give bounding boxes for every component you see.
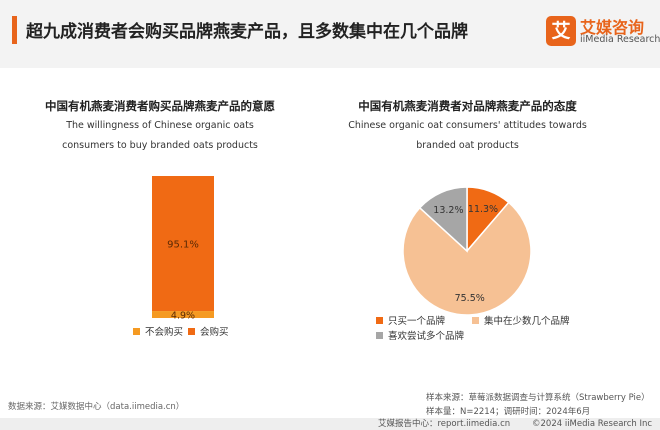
bar-segment-will-buy bbox=[152, 176, 214, 312]
sample-note: 样本来源：草莓派数据调查与计算系统（Strawberry Pie） 样本量：N=… bbox=[426, 391, 650, 419]
pie-slice-3 bbox=[418, 186, 468, 253]
pie-label-1: 11.3% bbox=[468, 204, 498, 215]
pie-legend-item: 只买一个品牌 bbox=[376, 313, 445, 327]
legend-swatch bbox=[376, 332, 383, 339]
copyright: ©2024 iiMedia Research Inc bbox=[532, 419, 653, 429]
bar-label-will-buy: 95.1% bbox=[167, 240, 199, 251]
header-banner: 超九成消费者会购买品牌燕麦产品，且多数集中在几个品牌 艾 艾媒咨询 iiMedi… bbox=[0, 0, 660, 68]
logo-name-cn: 艾媒咨询 bbox=[580, 18, 645, 37]
legend-label: 不会购买 bbox=[145, 327, 184, 338]
legend-swatch bbox=[376, 317, 383, 324]
sample-source: 样本来源：草莓派数据调查与计算系统（Strawberry Pie） bbox=[426, 393, 650, 403]
bar-segment-will-not-buy bbox=[152, 311, 214, 318]
bar-legend-item: 会购买 bbox=[188, 324, 229, 338]
bar-legend-item: 不会购买 bbox=[133, 324, 183, 338]
legend-swatch bbox=[133, 328, 140, 335]
legend-swatch bbox=[188, 328, 195, 335]
legend-label: 喜欢尝试多个品牌 bbox=[388, 331, 465, 342]
pie-label-2: 75.5% bbox=[455, 293, 485, 304]
legend-swatch bbox=[472, 317, 479, 324]
data-source-note: 数据来源：艾媒数据中心（data.iimedia.cn） bbox=[8, 402, 185, 412]
report-center-link[interactable]: 艾媒报告中心：report.iimedia.cn bbox=[378, 419, 511, 429]
legend-label: 只买一个品牌 bbox=[388, 316, 446, 327]
pie-slice-2 bbox=[402, 201, 532, 316]
bar-label-will-not-buy: 4.9% bbox=[171, 311, 195, 322]
right-pie-chart: 11.3% 75.5% 13.2% bbox=[402, 186, 532, 316]
left-chart-title: 中国有机燕麦消费者购买品牌燕麦产品的意愿 bbox=[45, 99, 275, 113]
pie-legend-item: 喜欢尝试多个品牌 bbox=[376, 328, 464, 342]
right-chart-subtitle: Chinese organic oat consumers' attitudes… bbox=[348, 120, 587, 151]
pie-legend-item: 集中在少数几个品牌 bbox=[472, 313, 570, 327]
sample-size: 样本量：N=2214；调研时间：2024年6月 bbox=[426, 407, 591, 417]
legend-label: 集中在少数几个品牌 bbox=[484, 316, 570, 327]
iimedia-logo: 艾 艾媒咨询 iiMedia Research bbox=[546, 14, 660, 54]
left-chart-subtitle: The willingness of Chinese organic oats … bbox=[62, 120, 258, 151]
logo-name-en: iiMedia Research bbox=[580, 34, 660, 45]
footer-strip: 艾媒报告中心：report.iimedia.cn ©2024 iiMedia R… bbox=[0, 418, 660, 430]
pie-label-3: 13.2% bbox=[433, 205, 463, 216]
page-title: 超九成消费者会购买品牌燕麦产品，且多数集中在几个品牌 bbox=[26, 22, 468, 42]
legend-label: 会购买 bbox=[200, 327, 229, 338]
logo-mark-icon: 艾 bbox=[546, 16, 576, 46]
title-accent-bar bbox=[12, 16, 17, 44]
left-bar-chart: 95.1% 4.9% bbox=[152, 176, 214, 322]
right-chart-title: 中国有机燕麦消费者对品牌燕麦产品的态度 bbox=[358, 99, 577, 113]
